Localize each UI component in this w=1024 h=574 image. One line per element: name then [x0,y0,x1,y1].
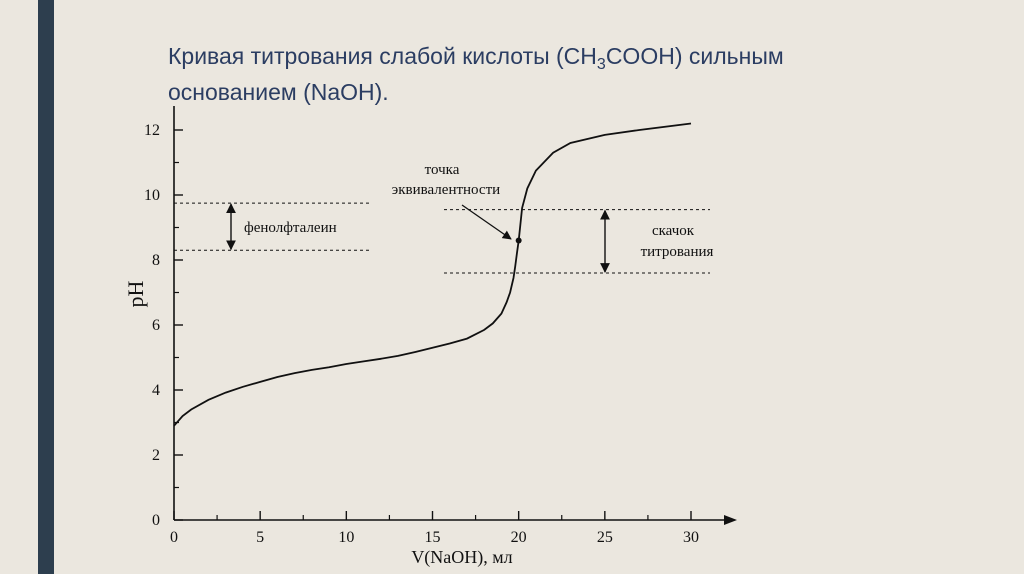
y-axis-label: pH [123,280,148,307]
equivalence-point [515,237,522,244]
equivalence-label-line2: эквивалентности [392,182,500,198]
jump-label-line1: скачок [652,223,695,239]
axes [173,106,737,525]
x-axis-label: V(NaOH), мл [411,547,512,568]
title-subscript: 3 [596,56,606,73]
y-tick-label: 8 [152,252,160,269]
y-tick-label: 12 [144,122,160,139]
x-axis-arrow [724,515,737,525]
titration-curve [173,122,692,427]
x-tick-label: 30 [683,529,699,546]
y-tick-label: 2 [152,447,160,464]
x-tick-label: 20 [511,529,527,546]
y-tick-label: 4 [152,382,160,399]
equivalence-pointer [461,204,512,240]
title-part1: Кривая титрования слабой кислоты (CH [168,43,597,69]
x-tick-label: 5 [256,529,264,546]
x-tick-label: 25 [597,529,613,546]
y-tick-label: 6 [152,317,160,334]
title-part2: COOH) сильным [605,43,784,69]
x-tick-label: 10 [338,529,354,546]
sidebar-accent-bar [38,0,54,574]
x-tick-label: 0 [170,529,178,546]
x-tick-label: 15 [425,529,441,546]
y-tick-label: 10 [144,187,160,204]
phenolphthalein-label: фенолфталеин [244,220,337,236]
title-line2: основанием (NaOH). [168,79,389,105]
jump-label-line2: титрования [641,244,714,260]
reference-lines [174,202,710,274]
slide-title: Кривая титрования слабой кислоты (CH3COO… [168,38,948,110]
equivalence-label-line1: точка [425,162,460,178]
y-tick-label: 0 [152,512,160,529]
